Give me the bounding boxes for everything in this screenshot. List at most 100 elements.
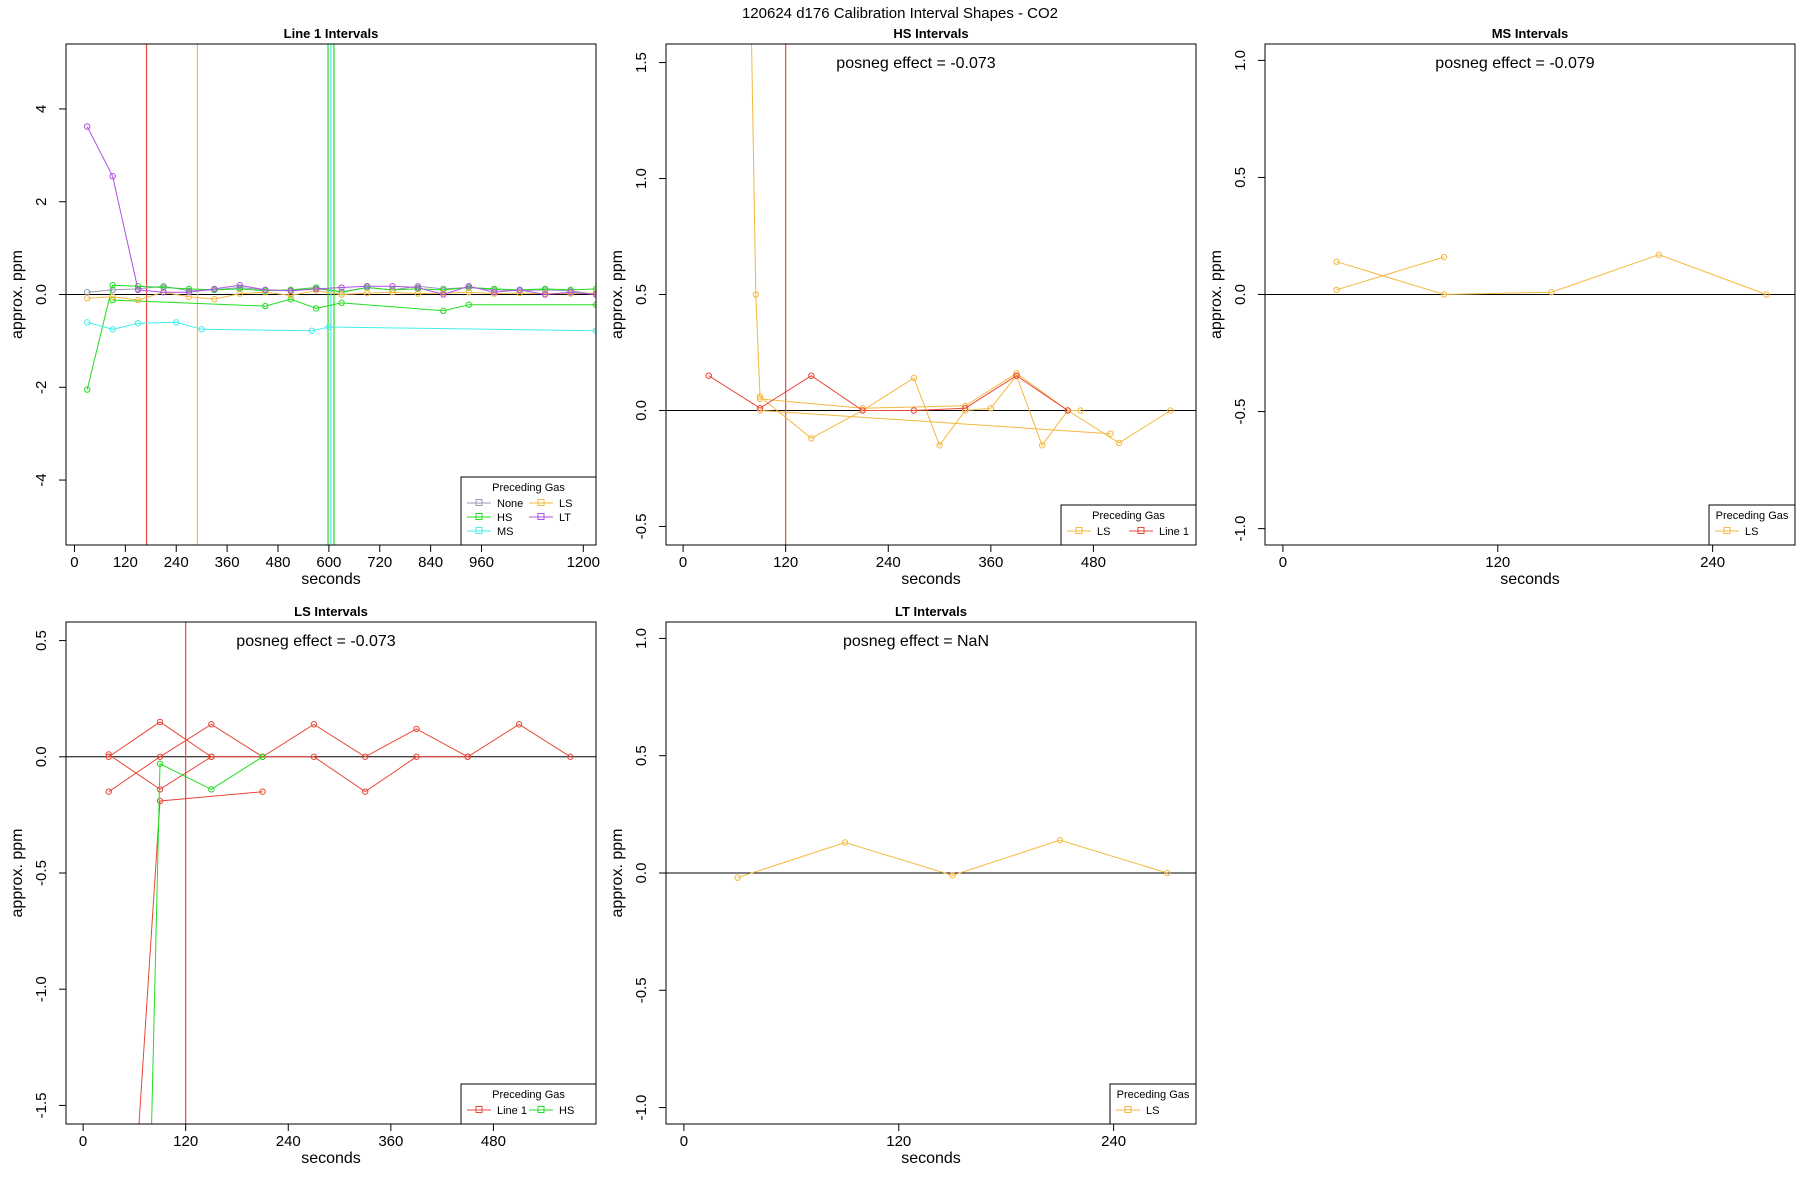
y-tick-label: 0.0 <box>33 746 50 767</box>
data-point <box>1056 836 1064 844</box>
data-point <box>134 286 142 294</box>
data-point <box>109 282 116 289</box>
panel-title: LT Intervals <box>895 604 967 619</box>
legend-swatch-marker <box>537 1106 545 1113</box>
legend-box <box>1060 504 1197 546</box>
data-point <box>440 307 447 314</box>
data-point <box>338 284 345 291</box>
legend: Preceding Gas LS <box>1109 1083 1197 1125</box>
panel-title: Line 1 Intervals <box>284 26 379 41</box>
legend-swatch-marker <box>1075 527 1083 534</box>
y-tick-label: -1.0 <box>33 976 50 1002</box>
x-tick-label: 120 <box>113 554 138 571</box>
data-point <box>185 293 193 301</box>
data-point <box>734 874 741 881</box>
x-tick-label: 480 <box>265 554 290 571</box>
data-point <box>259 788 266 795</box>
data-point <box>465 288 472 296</box>
data-point <box>1655 251 1663 258</box>
data-point <box>465 282 472 290</box>
data-point <box>361 788 369 795</box>
x-tick-label: 960 <box>469 554 494 571</box>
x-tick-label: 0 <box>70 554 78 571</box>
data-point <box>236 285 244 293</box>
series-line-hs <box>86 284 596 390</box>
data-point <box>1548 288 1555 296</box>
data-point <box>567 288 574 296</box>
legend-box <box>1109 1083 1197 1125</box>
data-point <box>987 404 995 412</box>
y-tick-label: -0.5 <box>633 514 650 540</box>
series-line-ms <box>87 321 596 332</box>
legend-swatch-marker <box>1723 527 1731 534</box>
data-point <box>211 295 218 303</box>
y-tick-label: 2 <box>33 198 50 206</box>
y-axis-label: approx. ppm <box>609 829 626 918</box>
data-point <box>160 288 167 296</box>
series-line-line-1 <box>138 791 263 1124</box>
x-tick-label: 360 <box>215 554 240 571</box>
data-point <box>109 173 116 180</box>
x-tick-label: 120 <box>773 554 798 571</box>
legend-label: HS <box>559 1105 574 1117</box>
legend: Preceding Gas Line 1 HS <box>460 1083 597 1125</box>
data-point <box>910 374 918 382</box>
data-point <box>1440 253 1448 261</box>
chart-panel-3: MS Intervals 0 120 240 -1.0 -0.5 0.0 0.5 1.0 seco… <box>1208 26 1796 588</box>
x-tick-label: 0 <box>1279 554 1287 571</box>
data-point <box>515 721 523 728</box>
legend-label: LS <box>559 498 572 510</box>
data-point <box>156 718 164 726</box>
data-point <box>1167 407 1174 414</box>
y-tick-label: 1.0 <box>633 168 650 189</box>
data-point <box>185 288 193 296</box>
data-point <box>208 786 215 793</box>
legend: Preceding Gas None LS HS LT MS <box>460 476 597 546</box>
x-tick-label: 0 <box>680 1133 688 1150</box>
data-point <box>705 372 712 379</box>
series-line-ls <box>737 839 1168 879</box>
series-line-line-1 <box>108 723 468 793</box>
data-point <box>325 323 333 331</box>
data-point <box>259 753 266 760</box>
data-point <box>287 287 294 294</box>
x-tick-label: 1200 <box>567 554 600 571</box>
data-point <box>287 295 294 303</box>
data-point <box>1440 291 1448 298</box>
data-point <box>312 305 320 312</box>
legend-swatch-marker <box>537 513 545 520</box>
data-point <box>414 284 422 291</box>
x-tick-label: 480 <box>1081 554 1106 571</box>
x-axis-label: seconds <box>901 1150 961 1167</box>
data-point <box>414 290 422 297</box>
series-line-line-1 <box>708 375 1069 411</box>
x-axis-label: seconds <box>1500 571 1560 588</box>
data-point <box>756 404 764 412</box>
plot-area <box>66 44 596 545</box>
series-line-hs <box>112 298 596 312</box>
data-point <box>208 721 215 728</box>
y-tick-label: -1.0 <box>633 1095 650 1121</box>
data-point <box>961 404 969 412</box>
y-tick-label: 0.5 <box>633 284 650 305</box>
x-tick-label: 0 <box>679 554 687 571</box>
y-tick-label: 0.0 <box>1232 284 1249 305</box>
legend-swatch-marker <box>475 1106 483 1113</box>
x-tick-label: 240 <box>276 1133 301 1150</box>
data-point <box>389 282 396 290</box>
series-line-line-1 <box>108 754 212 790</box>
data-point <box>105 788 112 795</box>
data-point <box>491 285 498 293</box>
data-point <box>465 301 472 308</box>
x-tick-label: 480 <box>481 1133 506 1150</box>
series-line-ls <box>87 290 596 301</box>
data-point <box>134 296 142 304</box>
plot-area <box>1265 251 1795 298</box>
data-point <box>84 288 91 296</box>
data-point <box>211 285 218 293</box>
data-point <box>208 753 215 760</box>
y-tick-label: -0.5 <box>633 977 650 1003</box>
series-line-lt <box>86 126 596 296</box>
x-axis-label: seconds <box>901 571 961 588</box>
x-tick-label: 360 <box>378 1133 403 1150</box>
